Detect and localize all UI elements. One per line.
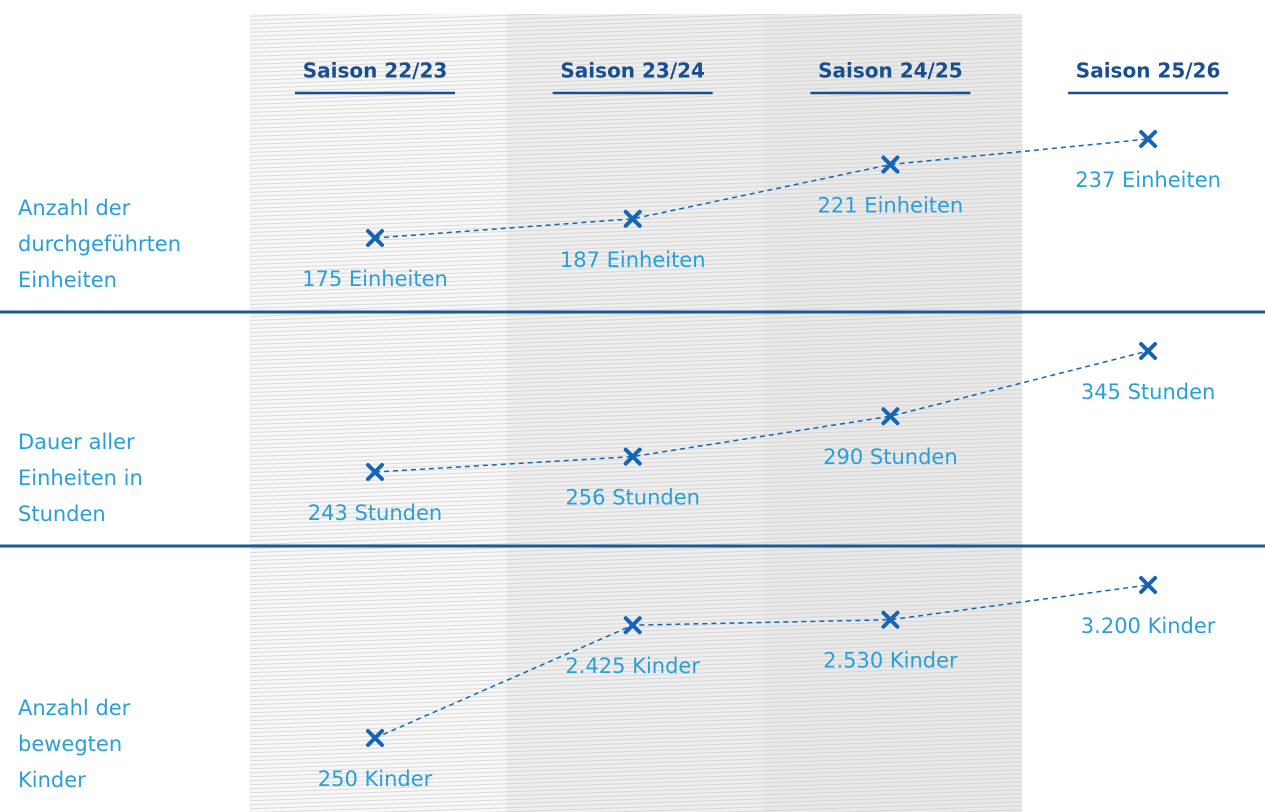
value-label: 256 Stunden xyxy=(565,486,700,510)
data-point xyxy=(1139,130,1158,148)
value-label: 250 Kinder xyxy=(318,767,433,791)
cross xyxy=(366,729,384,747)
cross xyxy=(366,463,384,481)
value-label: 290 Stunden xyxy=(823,445,958,469)
data-point xyxy=(623,447,642,466)
cross xyxy=(1139,342,1158,360)
trend-line xyxy=(374,350,1149,473)
row-label: Anzahl der durchgeführten Einheiten xyxy=(18,196,182,292)
trend-line xyxy=(374,584,1149,739)
data-point xyxy=(366,229,384,247)
row-label: Dauer aller Einheiten in Stunden xyxy=(18,430,143,526)
value-label: 221 Einheiten xyxy=(818,194,964,218)
data-point xyxy=(881,155,900,174)
column-header: Saison 25/26 xyxy=(1076,59,1221,83)
cross xyxy=(1139,130,1158,148)
trend-line xyxy=(374,138,1149,239)
column-header: Saison 24/25 xyxy=(818,59,963,83)
data-point xyxy=(881,407,900,426)
data-point xyxy=(623,616,642,635)
value-label: 2.530 Kinder xyxy=(823,649,958,673)
value-label: 187 Einheiten xyxy=(560,248,706,272)
value-label: 345 Stunden xyxy=(1081,380,1216,404)
value-label: 2.425 Kinder xyxy=(565,654,700,678)
cross xyxy=(881,155,900,174)
column-header: Saison 22/23 xyxy=(303,59,448,83)
cross xyxy=(881,407,900,426)
column-header: Saison 23/24 xyxy=(560,59,705,83)
data-point xyxy=(623,209,642,228)
cross xyxy=(881,610,900,629)
data-point xyxy=(881,610,900,629)
value-label: 175 Einheiten xyxy=(302,267,448,291)
data-point xyxy=(366,729,384,747)
cross xyxy=(623,209,642,228)
cross xyxy=(623,447,642,466)
row-label: Anzahl der bewegten Kinder xyxy=(18,696,131,792)
cross xyxy=(623,616,642,635)
data-point xyxy=(366,463,384,481)
value-label: 243 Stunden xyxy=(308,501,443,525)
data-point xyxy=(1139,576,1158,594)
data-point xyxy=(1139,342,1158,360)
cross xyxy=(1139,576,1158,594)
value-label: 237 Einheiten xyxy=(1075,168,1221,192)
cross xyxy=(366,229,384,247)
value-label: 3.200 Kinder xyxy=(1081,614,1216,638)
